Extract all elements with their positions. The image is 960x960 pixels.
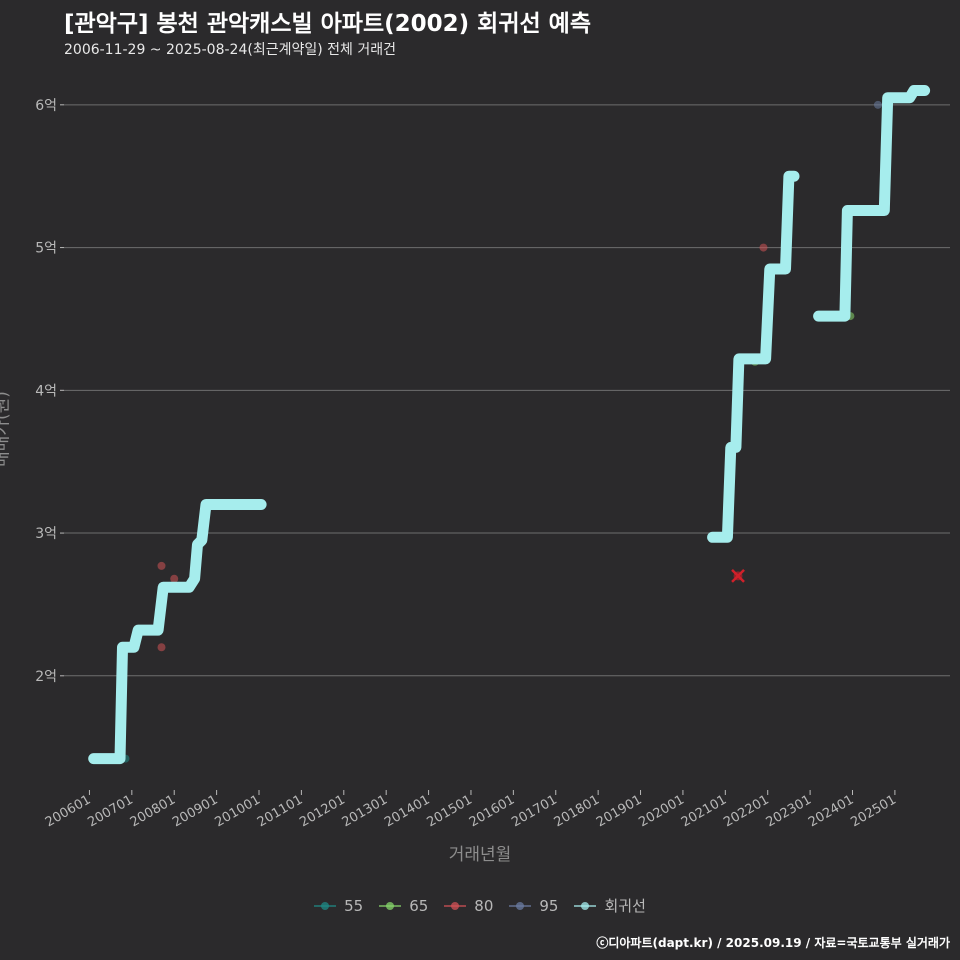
- x-tick-label: 201701: [509, 792, 559, 830]
- legend-item-regression[interactable]: 회귀선: [574, 895, 646, 916]
- legend-item-95[interactable]: 95: [509, 896, 558, 916]
- x-tick-label: 200701: [85, 792, 135, 830]
- y-axis-title: 매매가(원): [0, 391, 13, 467]
- legend-label: 95: [539, 896, 559, 915]
- x-tick-label: 201001: [213, 792, 263, 830]
- regression-segment: [813, 85, 931, 322]
- data-point-80: [157, 561, 166, 570]
- x-tick-label: 200601: [43, 792, 93, 830]
- regression-segment: [88, 499, 267, 765]
- cancelled-x-mark: [731, 568, 745, 583]
- legend-key-icon: [574, 896, 597, 916]
- x-tick-label: 201101: [255, 792, 305, 830]
- x-tick-label: 201901: [594, 792, 644, 830]
- data-point-80: [157, 643, 166, 652]
- y-tick-label: 3억: [35, 526, 57, 542]
- data-point-80: [170, 574, 179, 583]
- legend-key-icon: [379, 896, 402, 916]
- regression-segment: [707, 170, 800, 543]
- grid-lines: [64, 104, 950, 677]
- x-tick-label: 201601: [467, 792, 517, 830]
- y-axis-ticks: 2억 3억 4억 5억 6억: [35, 98, 64, 685]
- x-tick-label: 201401: [382, 792, 432, 830]
- legend-item-65[interactable]: 65: [379, 896, 428, 916]
- legend-key-icon: [509, 896, 532, 916]
- x-axis-ticks: 2006012007012008012009012010012011012012…: [43, 790, 899, 830]
- x-tick-label: 201501: [424, 792, 474, 830]
- legend: 55 65 80 95 회귀선: [0, 895, 960, 916]
- legend-key-icon: [314, 896, 337, 916]
- x-tick-label: 202201: [721, 792, 771, 830]
- source-footer: ⓒ디아파트(dapt.kr) / 2025.09.19 / 자료=국토교통부 실…: [596, 936, 950, 950]
- legend-key-icon: [444, 896, 467, 916]
- legend-label: 회귀선: [604, 897, 646, 915]
- x-tick-label: 202101: [679, 792, 729, 830]
- x-tick-label: 201301: [340, 792, 390, 830]
- x-tick-label: 202501: [848, 792, 898, 830]
- data-points: [121, 100, 882, 763]
- chart-title: [관악구] 봉천 관악캐스빌 아파트(2002) 회귀선 예측: [64, 11, 591, 37]
- y-tick-label: 4억: [35, 383, 57, 399]
- legend-label: 65: [409, 896, 429, 915]
- regression-line: [88, 85, 931, 765]
- x-axis-title: 거래년월: [448, 845, 512, 865]
- y-tick-label: 5억: [35, 241, 57, 257]
- x-tick-label: 201801: [552, 792, 602, 830]
- legend-label: 55: [344, 896, 364, 915]
- legend-item-55[interactable]: 55: [314, 896, 363, 916]
- x-tick-label: 200801: [128, 792, 178, 830]
- x-tick-label: 201201: [297, 792, 347, 830]
- x-tick-label: 200901: [170, 792, 220, 830]
- chart-subtitle: 2006-11-29 ~ 2025-08-24(최근계약일) 전체 거래건: [64, 42, 396, 58]
- y-tick-label: 2억: [35, 669, 57, 685]
- legend-label: 80: [474, 896, 494, 915]
- data-point-95: [873, 100, 882, 109]
- y-tick-label: 6억: [35, 98, 57, 114]
- x-tick-label: 202401: [806, 792, 856, 830]
- legend-item-80[interactable]: 80: [444, 896, 493, 916]
- x-tick-label: 202301: [764, 792, 814, 830]
- data-point-80: [759, 243, 768, 252]
- x-tick-label: 202001: [636, 792, 686, 830]
